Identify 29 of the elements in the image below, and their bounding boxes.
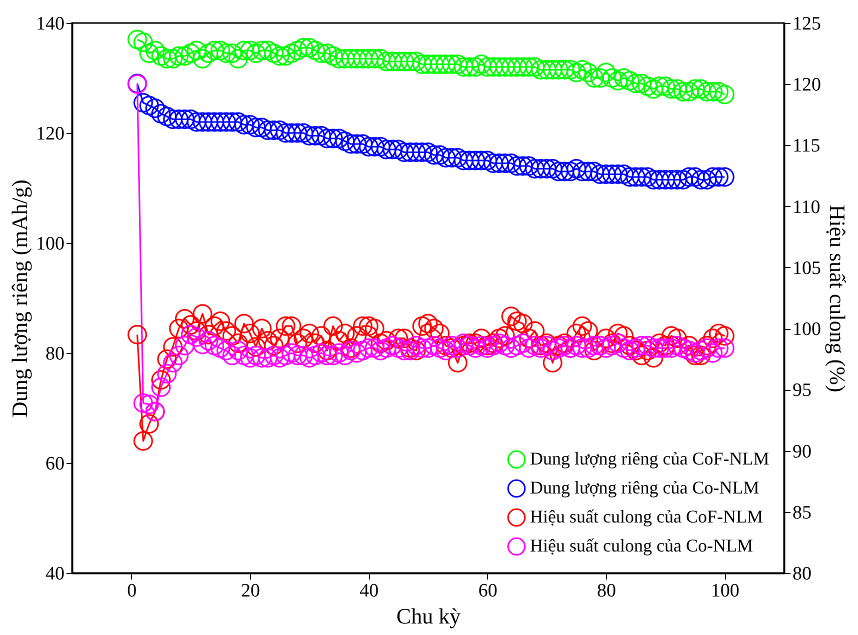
y2-tick-label: 115: [792, 136, 820, 157]
legend-label: Dung lượng riêng của CoF-NLM: [530, 448, 770, 468]
y2-tick-label: 125: [792, 14, 821, 34]
y2-tick-label: 90: [792, 441, 812, 462]
y2-tick-label: 85: [792, 502, 812, 524]
y2-tick-label: 120: [792, 74, 821, 96]
x-axis-title: Chu kỳ: [396, 604, 461, 628]
y2-tick-label: 100: [792, 319, 821, 340]
y-tick-label: 60: [46, 454, 64, 474]
y2-tick-label: 95: [792, 380, 812, 402]
legend-label: Hiệu suất culong của CoF-NLM: [530, 506, 763, 526]
y2-tick-label: 80: [792, 564, 812, 584]
x-tick-label: 100: [710, 580, 740, 602]
y2-tick-label: 105: [792, 258, 821, 279]
y-tick-label: 80: [46, 344, 64, 364]
y-axis-title: Dung lượng riêng (mAh/g): [7, 179, 32, 418]
legend-label: Hiệu suất culong của Co-NLM: [530, 536, 753, 556]
x-tick-label: 40: [360, 580, 379, 602]
y2-axis-title: Hiệu suất culong (%): [825, 204, 850, 392]
x-tick-label: 0: [127, 580, 137, 602]
y-tick-label: 140: [36, 14, 64, 34]
legend-label: Dung lượng riêng của Co-NLM: [530, 478, 760, 498]
y-tick-label: 40: [46, 564, 64, 584]
x-tick-label: 60: [478, 580, 498, 602]
y-tick-label: 120: [36, 124, 64, 144]
y-tick-label: 100: [36, 234, 64, 254]
x-tick-label: 80: [597, 580, 616, 602]
x-tick-label: 20: [241, 580, 260, 602]
y2-tick-label: 110: [792, 196, 820, 218]
